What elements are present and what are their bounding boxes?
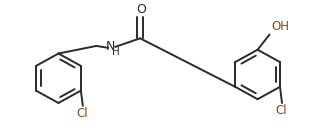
Text: OH: OH bbox=[272, 20, 289, 33]
Text: O: O bbox=[136, 2, 146, 16]
Text: H: H bbox=[112, 47, 120, 57]
Text: Cl: Cl bbox=[76, 107, 88, 120]
Text: N: N bbox=[106, 40, 115, 53]
Text: Cl: Cl bbox=[275, 104, 287, 117]
